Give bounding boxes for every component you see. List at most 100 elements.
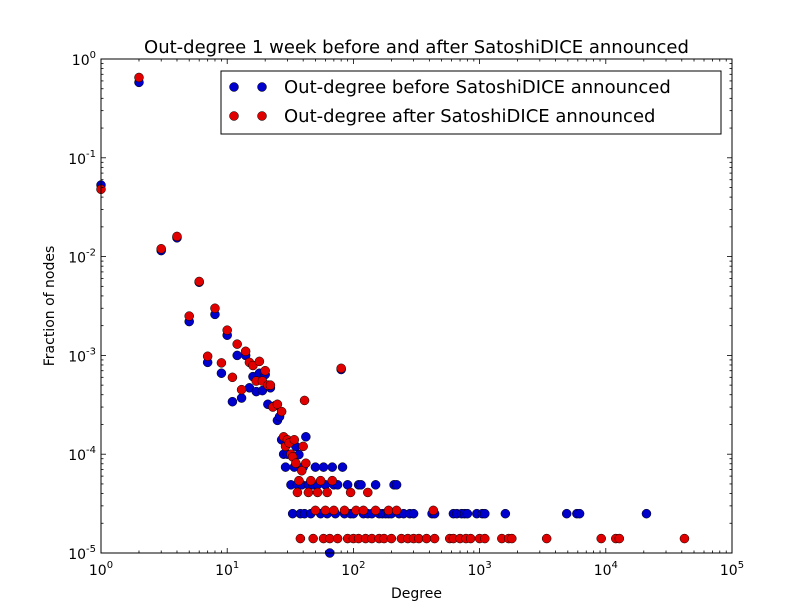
y-tick-label: 100 [72, 50, 96, 69]
point-series-1-39 [301, 458, 311, 468]
point-series-1-7 [210, 303, 220, 314]
point-series-1-12 [236, 384, 247, 395]
point-series-1-74 [421, 533, 432, 544]
point-series-1-23 [272, 399, 283, 410]
y-tick-label: 10-3 [68, 346, 96, 365]
x-tick-label: 101 [215, 560, 239, 579]
point-series-1-42 [308, 533, 318, 544]
point-series-1-13 [240, 346, 251, 357]
point-series-1-6 [202, 351, 213, 362]
point-series-0-12 [236, 393, 247, 403]
y-tick-label: 10-1 [68, 149, 96, 168]
point-series-1-67 [383, 505, 394, 516]
point-series-1-10 [227, 372, 238, 383]
axis-ticks [100, 58, 733, 554]
point-series-1-52 [332, 533, 343, 544]
legend-label-after: Out-degree after SatoshiDICE announced [284, 106, 655, 127]
point-series-1-31 [289, 435, 300, 445]
x-tick-label: 103 [467, 560, 491, 579]
point-series-1-54 [339, 505, 350, 516]
point-series-1-68 [386, 533, 397, 544]
point-series-1-64 [370, 505, 381, 516]
point-series-1-47 [320, 505, 331, 516]
point-series-1-41 [306, 475, 316, 486]
legend-marker-after-1 [229, 111, 239, 121]
point-series-0-91 [574, 508, 585, 519]
plot-frame [100, 58, 733, 554]
x-axis-label: Degree [391, 586, 442, 602]
legend-marker-before-2 [257, 82, 267, 92]
point-series-1-76 [429, 533, 440, 544]
legend-marker-after-2 [257, 111, 267, 121]
y-tick-label: 10-2 [68, 248, 96, 267]
y-axis-label: Fraction of nodes [42, 246, 58, 367]
point-series-1-69 [391, 505, 402, 516]
x-tick-label: 104 [594, 560, 618, 579]
point-series-1-62 [363, 487, 373, 498]
point-series-0-89 [561, 508, 572, 519]
point-series-1-83 [480, 533, 490, 544]
point-series-1-37 [298, 441, 308, 452]
point-series-0-62 [356, 480, 366, 490]
point-series-1-48 [322, 487, 332, 498]
point-series-1-34 [294, 475, 304, 486]
point-series-0-92 [641, 508, 652, 519]
point-series-1-44 [312, 487, 323, 498]
point-series-0-11 [232, 350, 242, 361]
x-tick-labels: 100 101 102 103 104 105 [89, 560, 744, 579]
x-tick-label: 102 [341, 560, 365, 579]
point-series-1-32 [291, 458, 301, 468]
y-tick-label: 10-4 [68, 445, 96, 464]
point-series-0-73 [391, 480, 402, 490]
point-series-1-60 [358, 505, 369, 516]
point-series-1-38 [299, 395, 310, 406]
point-series-0-66 [370, 480, 381, 490]
point-series-1-43 [310, 505, 321, 516]
point-series-1-51 [329, 505, 339, 516]
legend-box [220, 70, 722, 135]
point-series-1-40 [303, 487, 314, 498]
point-series-0-40 [301, 432, 311, 442]
point-series-0-8 [216, 368, 227, 378]
point-series-1-88 [596, 533, 606, 544]
y-tick-labels: 10-5 10-4 10-3 10-2 10-1 100 [68, 50, 96, 563]
point-series-1-5 [194, 276, 204, 287]
x-tick-label: 105 [720, 560, 744, 579]
point-series-1-56 [345, 487, 356, 498]
point-series-1-33 [292, 487, 303, 498]
y-tick-label: 10-5 [68, 544, 96, 563]
point-series-0-27 [280, 462, 291, 472]
point-series-1-91 [679, 533, 690, 544]
point-series-1-8 [216, 358, 227, 368]
point-series-1-2 [156, 244, 166, 254]
point-series-1-19 [260, 365, 270, 376]
data-points [96, 72, 690, 558]
point-series-1-4 [184, 311, 194, 321]
legend: Out-degree before SatoshiDICE announced … [220, 70, 722, 135]
point-series-1-21 [265, 380, 276, 390]
point-series-0-44 [310, 462, 321, 472]
point-series-1-11 [232, 339, 242, 349]
point-series-1-45 [315, 475, 326, 486]
point-series-0-47 [318, 462, 329, 472]
point-series-1-86 [507, 533, 517, 544]
point-series-0-87 [480, 508, 490, 519]
point-series-1-50 [327, 475, 338, 486]
point-series-0-84 [462, 508, 473, 519]
point-series-1-75 [428, 505, 439, 516]
point-series-0-10 [227, 396, 238, 407]
x-tick-label: 100 [89, 560, 113, 579]
point-series-1-36 [297, 466, 307, 476]
point-series-1-87 [541, 533, 552, 544]
point-series-1-81 [465, 533, 476, 544]
point-series-1-53 [336, 363, 346, 374]
point-series-1-35 [295, 533, 306, 544]
legend-marker-before-1 [229, 82, 239, 92]
legend-label-before: Out-degree before SatoshiDICE announced [284, 77, 671, 98]
chart-title: Out-degree 1 week before and after Satos… [144, 37, 689, 58]
point-series-0-88 [500, 508, 511, 519]
point-series-0-77 [408, 508, 419, 519]
point-series-1-9 [222, 325, 232, 335]
point-series-1-24 [276, 406, 287, 417]
